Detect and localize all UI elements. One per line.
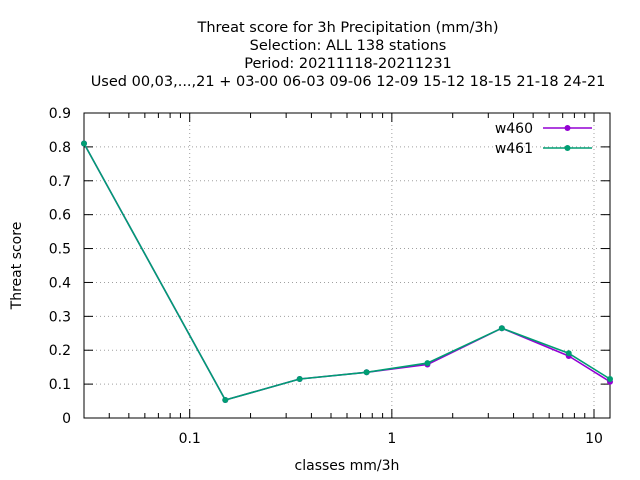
series-line-w460 [83, 143, 611, 401]
legend-marker-w460 [564, 125, 571, 131]
data-point-w461 [565, 350, 572, 357]
y-tick-label: 0.4 [49, 275, 71, 291]
x-tick-label: 10 [585, 431, 603, 447]
x-tick-label: 1 [387, 431, 396, 447]
data-point-w461 [363, 369, 370, 376]
grid [84, 113, 610, 418]
title-line-3: Used 00,03,...,21 + 03-00 06-03 09-06 12… [91, 74, 606, 90]
data-point-w461 [296, 376, 303, 383]
y-tick-label: 0 [62, 411, 71, 427]
legend-label-w460: w460 [495, 121, 533, 137]
ticks: 0 0.1 0.2 0.3 0.4 0.5 0.6 0.7 0.8 0.9 0.1 1 10 [49, 106, 610, 447]
y-tick-label: 0.7 [49, 174, 71, 190]
y-tick-label: 0.1 [49, 377, 71, 393]
x-axis-label: classes mm/3h [295, 458, 400, 474]
series-line-w461 [83, 143, 611, 401]
data-point-w461 [607, 376, 613, 383]
title-line-2: Period: 20211118-20211231 [244, 56, 452, 72]
y-tick-label: 0.2 [49, 343, 71, 359]
y-tick-label: 0.5 [49, 242, 71, 258]
title-line-0: Threat score for 3h Precipitation (mm/3h… [196, 20, 498, 36]
title-line-1: Selection: ALL 138 stations [250, 38, 447, 54]
data-point-w461 [222, 397, 229, 404]
legend-label-w461: w461 [495, 141, 533, 157]
chart-title: Threat score for 3h Precipitation (mm/3h… [91, 20, 606, 90]
y-tick-label: 0.3 [49, 309, 71, 325]
data-point-w461 [81, 140, 87, 147]
y-axis-label: Threat score [9, 222, 25, 311]
data-point-w461 [498, 325, 505, 332]
series [81, 140, 613, 404]
legend-marker-w461 [564, 145, 571, 151]
x-tick-label: 0.1 [179, 431, 201, 447]
y-tick-label: 0.6 [49, 208, 71, 224]
y-tick-label: 0.9 [49, 106, 71, 122]
plot-frame [83, 112, 611, 419]
data-point-w461 [424, 360, 431, 367]
legend: w460 w461 [495, 121, 592, 157]
y-tick-label: 0.8 [49, 140, 71, 156]
